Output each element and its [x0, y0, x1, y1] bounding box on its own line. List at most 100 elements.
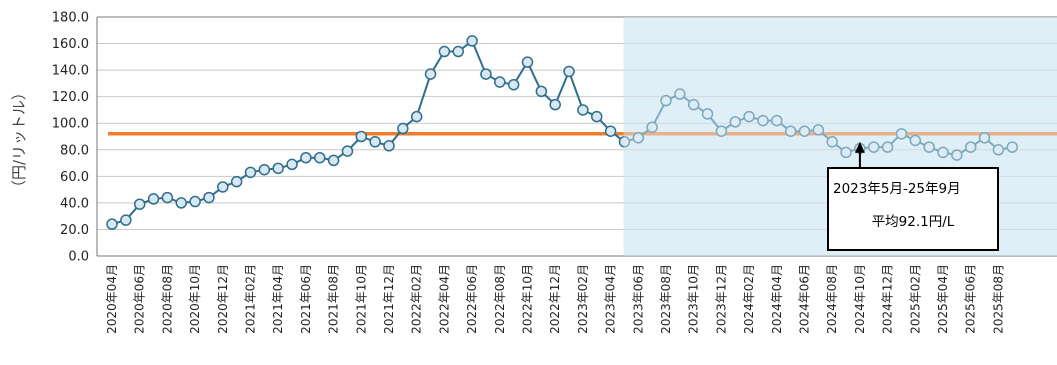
data-point: [826, 136, 838, 148]
y-tick-label: 120.0: [52, 90, 89, 105]
data-point: [591, 110, 603, 123]
data-point: [161, 191, 174, 204]
data-point: [563, 65, 575, 78]
x-tick-label: 2025年06月: [964, 264, 978, 334]
data-point: [549, 98, 561, 111]
x-tick-label: 2022年06月: [465, 264, 479, 334]
data-point: [452, 45, 464, 58]
data-point: [618, 136, 631, 148]
x-tick-label: 2021年06月: [299, 264, 313, 334]
data-point: [951, 149, 963, 161]
data-point: [133, 198, 146, 210]
data-point: [327, 154, 340, 167]
data-point: [355, 130, 368, 143]
x-tick-label: 2023年02月: [576, 264, 590, 334]
data-point: [937, 146, 949, 159]
data-point: [438, 45, 451, 58]
data-point: [189, 195, 201, 208]
data-point: [632, 132, 645, 144]
x-tick-label: 2020年04月: [105, 264, 119, 334]
data-point: [466, 35, 478, 47]
data-point: [868, 141, 880, 153]
data-point: [687, 98, 700, 111]
x-tick-label: 2021年02月: [244, 264, 258, 334]
x-tick-label: 2025年08月: [991, 264, 1005, 334]
data-point: [909, 134, 922, 147]
x-tick-label: 2024年12月: [881, 264, 895, 334]
x-tick-label: 2020年12月: [216, 264, 230, 334]
data-point: [369, 136, 381, 148]
data-point: [147, 193, 160, 205]
x-axis-ticks: 2020年04月 2020年06月 2020年08月 2020年10月 2020年12月…: [105, 264, 1005, 334]
x-tick-label: 2021年12月: [382, 264, 396, 334]
y-tick-label: 100.0: [52, 117, 89, 132]
x-tick-label: 2025年02月: [908, 264, 922, 334]
x-tick-label: 2024年02月: [742, 264, 756, 334]
data-point: [480, 68, 492, 80]
data-point: [1006, 141, 1018, 153]
data-point: [286, 158, 298, 171]
data-point: [217, 181, 229, 193]
annotation-line-2: 平均92.1円/L: [872, 214, 955, 230]
x-tick-label: 2024年04月: [770, 264, 784, 334]
data-point: [701, 108, 714, 120]
data-point: [272, 162, 284, 175]
data-point: [840, 146, 852, 159]
grid-lines: [96, 16, 1057, 257]
x-tick-label: 2020年06月: [133, 264, 147, 334]
data-point: [604, 125, 617, 137]
data-point: [895, 128, 908, 140]
x-tick-label: 2024年06月: [798, 264, 812, 334]
data-point: [784, 125, 797, 137]
x-tick-label: 2021年10月: [354, 264, 368, 334]
y-axis-label: （円/リットル）: [10, 85, 28, 195]
x-tick-label: 2021年04月: [271, 264, 285, 334]
data-point: [964, 141, 977, 153]
y-tick-label: 140.0: [52, 64, 89, 79]
data-point: [258, 163, 271, 176]
x-tick-label: 2023年08月: [659, 264, 673, 334]
x-tick-label: 2024年08月: [825, 264, 839, 334]
data-point: [106, 218, 118, 230]
data-point: [992, 144, 1005, 156]
data-point: [978, 132, 991, 144]
data-point: [230, 175, 243, 188]
y-tick-label: 80.0: [60, 143, 89, 158]
data-point: [660, 94, 672, 107]
data-point: [715, 125, 728, 137]
data-point: [424, 68, 437, 80]
data-point: [341, 145, 354, 157]
data-point: [812, 124, 825, 136]
x-tick-label: 2025年04月: [936, 264, 950, 334]
x-tick-label: 2022年04月: [437, 264, 451, 334]
data-point: [798, 125, 811, 137]
x-tick-label: 2024年10月: [853, 264, 867, 334]
data-point: [203, 191, 215, 204]
x-tick-label: 2022年10月: [521, 264, 535, 334]
x-tick-label: 2022年12月: [548, 264, 562, 334]
data-point: [771, 114, 783, 127]
x-tick-label: 2021年08月: [327, 264, 341, 334]
data-point: [244, 166, 257, 179]
y-tick-label: 40.0: [60, 196, 89, 211]
x-tick-label: 2022年08月: [493, 264, 507, 334]
data-point: [674, 88, 686, 100]
data-point: [300, 151, 312, 164]
data-point: [881, 141, 894, 153]
x-tick-label: 2020年08月: [160, 264, 174, 334]
y-tick-label: 60.0: [60, 170, 89, 185]
annotation-box: [827, 167, 999, 251]
data-point: [120, 214, 132, 226]
x-tick-label: 2023年12月: [714, 264, 728, 334]
data-point: [383, 140, 395, 152]
annotation-line-1: 2023年5月-25年9月: [833, 181, 961, 197]
data-point: [175, 197, 187, 209]
y-axis-ticks: 0.0 20.0 40.0 60.0 80.0 100.0 120.0 140.0 160.0 1…: [52, 11, 89, 265]
data-point: [535, 85, 548, 98]
x-tick-label: 2023年10月: [687, 264, 701, 334]
y-tick-label: 20.0: [60, 223, 89, 238]
data-point: [923, 141, 935, 153]
data-point: [507, 78, 520, 91]
x-tick-label: 2020年10月: [188, 264, 202, 334]
